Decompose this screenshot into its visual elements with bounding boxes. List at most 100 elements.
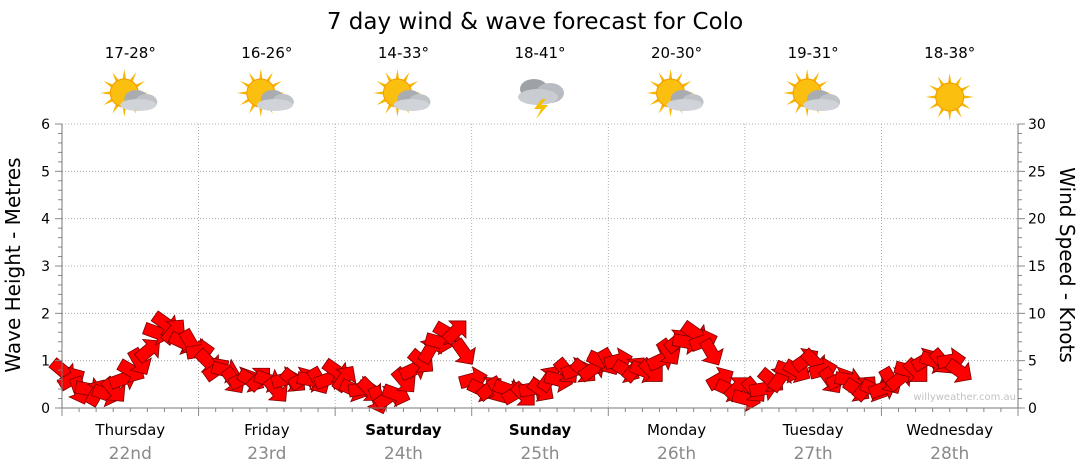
y-left-tick-label: 0: [41, 401, 50, 417]
y-right-tick-label: 20: [1028, 212, 1046, 228]
y-right-tick-label: 25: [1028, 164, 1046, 180]
sun-ray: [658, 104, 666, 114]
sun-ray: [272, 81, 282, 88]
wind-arrow: [133, 338, 161, 365]
sun-ray: [937, 108, 945, 118]
x-day-date-label: 22nd: [109, 444, 152, 464]
thunderstorm-icon: [518, 79, 564, 119]
chart-title: 7 day wind & wave forecast for Colo: [327, 9, 743, 35]
partly-cloudy-icon: [646, 69, 704, 117]
sun-ray: [122, 106, 126, 117]
sun-ray: [925, 95, 936, 99]
sun-ray: [783, 91, 794, 95]
sun-disc: [935, 82, 965, 112]
wind-arrow: [441, 320, 467, 346]
y-left-tick-label: 6: [41, 117, 50, 133]
sun-ray: [681, 81, 692, 88]
day-temp-range: 16-26°: [241, 44, 292, 62]
sun-ray: [112, 104, 119, 114]
sun-ray: [103, 81, 114, 88]
sun-ray: [960, 85, 971, 92]
sun-ray: [376, 81, 387, 88]
sun-ray: [259, 106, 263, 117]
x-day-date-label: 28th: [930, 444, 969, 464]
partly-cloudy-icon: [236, 69, 294, 117]
sun-ray: [928, 85, 939, 92]
wind-arrow: [944, 357, 972, 383]
sun-ray: [948, 110, 952, 121]
x-day-name-label: Wednesday: [906, 421, 993, 439]
sun-ray: [373, 91, 384, 95]
cloud-part: [666, 99, 703, 111]
sunny-icon: [925, 73, 974, 121]
y-left-tick-label: 3: [41, 259, 50, 275]
sun-ray: [122, 69, 126, 80]
y-left-tick-label: 1: [41, 354, 50, 370]
sun-ray: [395, 69, 400, 80]
sun-ray: [805, 106, 809, 117]
x-day-name-label: Thursday: [94, 421, 165, 439]
sun-ray: [805, 69, 809, 80]
wind-arrow-shape: [698, 337, 724, 366]
wind-arrow-shape: [133, 338, 161, 365]
x-day-name-label: Monday: [647, 421, 706, 439]
x-day-name-label: Friday: [244, 421, 290, 439]
sun-ray: [812, 72, 820, 82]
axes: 0 1 2 3 4 5 6 0 5 10 15 20 25 30: [41, 117, 1046, 417]
sun-ray: [240, 81, 250, 88]
sun-ray: [676, 72, 683, 82]
sun-ray: [795, 104, 802, 114]
cloud-part: [518, 89, 558, 105]
y-left-tick-label: 5: [41, 164, 50, 180]
sun-ray: [948, 73, 952, 84]
partly-cloudy-icon: [373, 69, 431, 117]
sun-ray: [960, 102, 971, 109]
wind-arrow: [698, 337, 724, 366]
x-day-name-label: Sunday: [509, 421, 572, 439]
sun-ray: [259, 69, 263, 80]
wind-arrow-shape: [450, 337, 476, 365]
sun-ray: [112, 72, 119, 82]
day-temp-range: 17-28°: [105, 44, 156, 62]
sun-ray: [649, 81, 660, 88]
day-temp-range: 14-33°: [378, 44, 429, 62]
sun-ray: [236, 91, 247, 95]
day-temp-range: 19-31°: [788, 44, 839, 62]
y-right-tick-label: 30: [1028, 117, 1046, 133]
sun-ray: [963, 95, 974, 99]
sun-ray: [786, 81, 796, 88]
sun-ray: [955, 76, 962, 86]
sun-ray: [928, 102, 939, 109]
x-day-date-label: 24th: [384, 444, 423, 464]
y-axis-right-title: Wind Speed - Knots: [1055, 167, 1079, 363]
sun-ray: [385, 72, 392, 82]
x-day-date-label: 26th: [657, 444, 696, 464]
sun-ray: [786, 98, 796, 105]
y-right-tick-label: 0: [1028, 401, 1037, 417]
credit-watermark: willyweather.com.au: [913, 392, 1016, 403]
y-left-tick-label: 2: [41, 306, 50, 322]
x-axis-day-labels: Thursday 22nd Friday 23rd Saturday 24th Sunday…: [94, 421, 993, 464]
y-right-tick-label: 5: [1028, 354, 1037, 370]
wind-arrow: [450, 337, 476, 365]
sun-ray: [818, 81, 828, 88]
y-axis-left-title: Wave Height - Metres: [1, 157, 25, 372]
sun-ray: [248, 72, 256, 82]
wind-arrow-shape: [441, 320, 467, 346]
wind-arrow: [262, 375, 288, 402]
y-right-tick-label: 15: [1028, 259, 1046, 275]
sun-ray: [668, 69, 673, 80]
x-day-name-label: Saturday: [365, 421, 442, 439]
sun-ray: [240, 98, 250, 105]
partly-cloudy-icon: [100, 69, 158, 117]
x-day-date-label: 23rd: [247, 444, 286, 464]
lightning-bolt: [534, 99, 548, 119]
sun-ray: [937, 76, 945, 86]
sun-ray: [248, 104, 256, 114]
sun-ray: [395, 106, 400, 117]
sun-ray: [266, 72, 273, 82]
sun-ray: [100, 91, 111, 95]
cloud-part: [803, 99, 840, 111]
day-temp-range: 18-38°: [924, 44, 975, 62]
